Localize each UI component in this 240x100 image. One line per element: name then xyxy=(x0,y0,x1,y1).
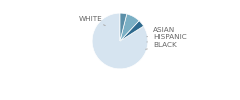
Wedge shape xyxy=(120,14,139,41)
Wedge shape xyxy=(120,21,144,41)
Wedge shape xyxy=(120,13,127,41)
Text: ASIAN: ASIAN xyxy=(147,27,175,37)
Text: BLACK: BLACK xyxy=(146,42,177,49)
Wedge shape xyxy=(92,13,148,69)
Text: WHITE: WHITE xyxy=(79,16,105,26)
Text: HISPANIC: HISPANIC xyxy=(147,34,186,42)
